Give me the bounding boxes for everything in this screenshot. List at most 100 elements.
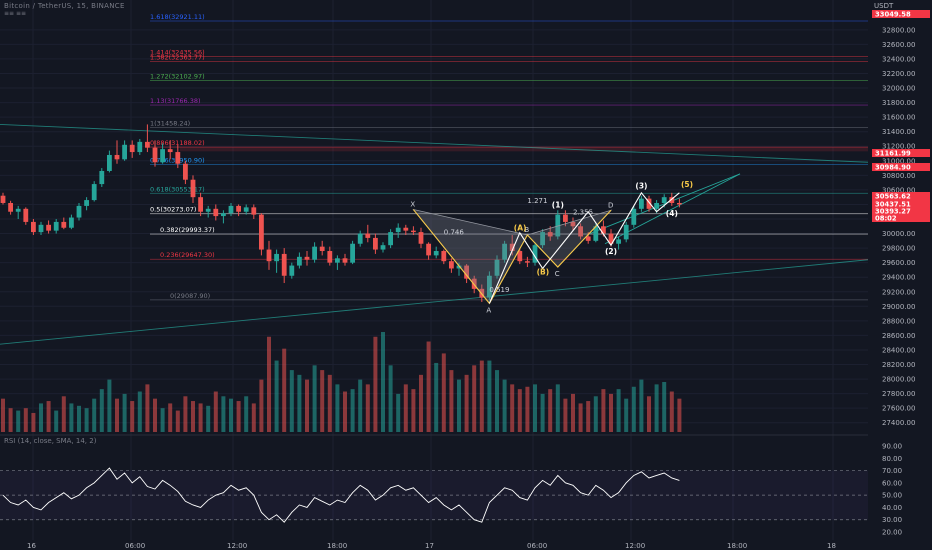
volume-bar	[464, 374, 469, 432]
candle-body	[213, 208, 219, 217]
price-tag	[872, 163, 930, 171]
candle-body	[373, 237, 378, 250]
price-tick-label: 28000.00	[882, 376, 915, 384]
price-tag	[872, 192, 930, 200]
rsi-tick-label: 50.00	[882, 492, 902, 500]
volume-bar	[434, 362, 439, 432]
rsi-pane	[0, 467, 868, 523]
candle-body	[304, 256, 310, 260]
rsi-tick-label: 70.00	[882, 467, 902, 475]
volume-bar	[77, 405, 81, 432]
candle-body	[411, 230, 416, 233]
time-axis-bg	[0, 540, 868, 550]
candle-body	[563, 214, 568, 222]
volume-bar	[677, 398, 682, 432]
fib-level-label: 1.272(32102.97)	[150, 73, 205, 81]
candle-body	[532, 245, 538, 263]
rsi-tick-label: 20.00	[882, 529, 902, 537]
volume-bar	[92, 398, 97, 432]
volume-bar	[495, 370, 499, 432]
fib-level-label: 0(29087.90)	[170, 292, 210, 300]
candle-body	[0, 195, 6, 203]
volume-bar	[533, 384, 537, 432]
price-tag-text: 08:02	[875, 215, 897, 223]
candle-body	[183, 163, 188, 180]
candle-body	[205, 208, 211, 212]
price-tick-label: 27400.00	[882, 419, 915, 427]
volume-bar	[107, 379, 112, 432]
volume-bar	[631, 386, 636, 432]
volume-bar	[548, 389, 553, 432]
symbol-title: Bitcoin / TetherUS, 15, BINANCE	[4, 2, 125, 10]
candle-body	[677, 202, 682, 205]
candle-body	[487, 275, 492, 298]
axis-currency: USDT	[874, 2, 894, 10]
volume-bar	[358, 379, 363, 432]
candle-body	[601, 226, 606, 234]
price-tick-label: 31600.00	[882, 114, 915, 122]
candle-body	[107, 154, 112, 171]
volume-bar	[457, 379, 461, 432]
price-tick-label: 28200.00	[882, 361, 915, 369]
volume-bar	[601, 389, 606, 432]
price-tick-label: 29800.00	[882, 245, 915, 253]
pattern-point-label: A	[486, 306, 491, 314]
candle-body	[175, 152, 181, 164]
volume-bar	[61, 396, 66, 432]
candle-body	[616, 239, 621, 244]
volume-bar	[274, 360, 279, 432]
ascending-trendline	[0, 259, 869, 345]
volume-bar	[609, 393, 613, 432]
price-tag	[872, 10, 930, 18]
volume-bar	[289, 370, 294, 432]
price-labels: 33049.58 31161.99 30984.90 30563.6230437.51…	[872, 10, 930, 223]
price-tag-text: 30393.27	[875, 208, 911, 216]
rsi-line	[2, 467, 680, 523]
volume-bar	[1, 398, 5, 432]
price-tick-label: 29600.00	[882, 259, 915, 267]
candle-body	[198, 197, 203, 212]
resistance-zone	[180, 147, 868, 152]
pattern-legs	[412, 209, 612, 305]
candle-body	[167, 149, 173, 153]
candle-body	[433, 251, 439, 256]
volume-bar	[365, 384, 370, 432]
candle-body	[46, 224, 51, 231]
price-tick-label: 27600.00	[882, 405, 915, 413]
candle-body	[243, 207, 249, 212]
volume-bar	[8, 408, 13, 432]
volume-bar	[259, 379, 264, 432]
candle-body	[509, 243, 515, 252]
candle-body	[319, 246, 325, 252]
volume-bar	[555, 384, 560, 432]
rsi-axis[interactable]: 90.00 80.00 70.00 60.00 50.00 40.00 30.00 20.00	[882, 443, 902, 537]
candle-body	[91, 184, 97, 201]
rsi-tick-label: 90.00	[882, 443, 902, 451]
pattern-point-label: X	[410, 201, 415, 209]
candle-body	[61, 221, 67, 228]
candle-body	[639, 198, 644, 209]
volume-bar	[84, 408, 89, 432]
price-tick-label: 29000.00	[882, 303, 915, 311]
rsi-indicator-title: RSI (14, close, SMA, 14, 2)	[4, 437, 97, 445]
time-axis[interactable]: 16 06:00 12:00 18:00 17 06:00 12:00 18:00 18	[0, 540, 868, 550]
candle-body	[266, 249, 272, 262]
wave-label: (4)	[666, 209, 678, 218]
volume-bar	[639, 379, 644, 432]
volume-bar	[297, 374, 302, 432]
volume-bar	[153, 398, 157, 432]
volume-bar	[487, 360, 492, 432]
volume-bar	[449, 370, 454, 432]
indicator-toggle-icon[interactable]: ≡≡ ≡≡	[4, 10, 27, 17]
ratio-label: 2.355	[573, 209, 593, 217]
candle-body	[15, 208, 21, 212]
volume-bar	[373, 336, 378, 432]
fib-level-label: 1(31458.24)	[150, 119, 190, 127]
volume-bar	[122, 393, 127, 432]
volume-bars	[1, 332, 682, 432]
pattern-point-label: B	[524, 226, 529, 234]
candle-body	[608, 233, 614, 244]
volume-bar	[46, 401, 51, 432]
